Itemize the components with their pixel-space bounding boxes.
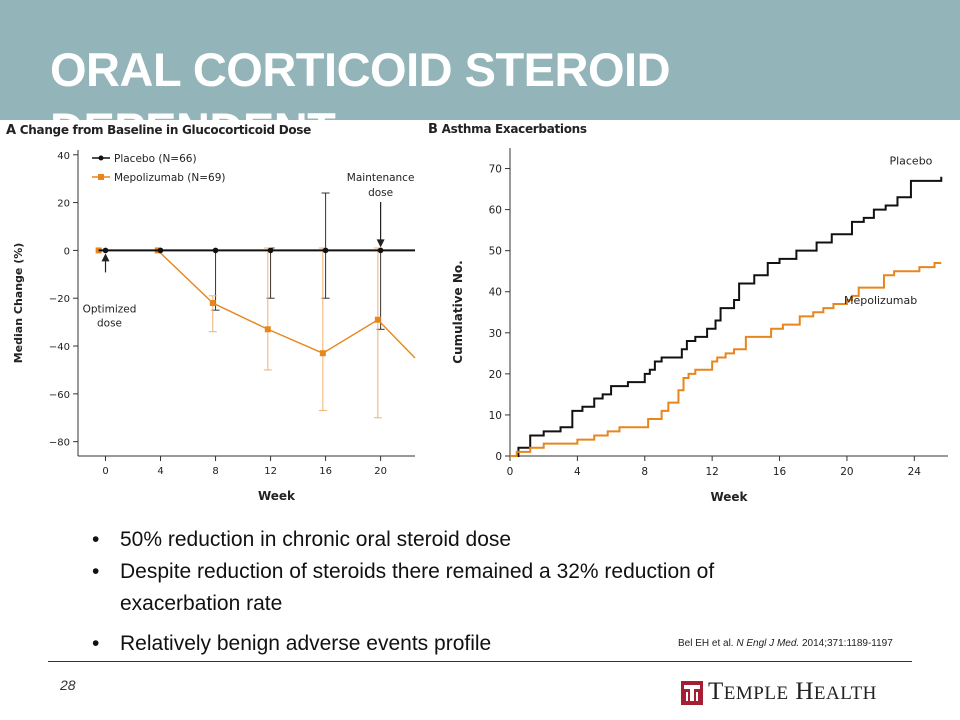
logo-smallcaps: EMPLE — [723, 683, 789, 704]
mepolizumab-point — [264, 326, 271, 333]
x-tick-label: 20 — [374, 466, 387, 477]
x-tick-label: 0 — [507, 466, 514, 478]
panel-b-title-text: Asthma Exacerbations — [441, 122, 587, 136]
mepolizumab-point — [374, 316, 381, 323]
asthma-exacerbations-chart: 0 10 20 30 40 50 60 70 0 4 8 12 16 20 24 Week Cumulative… — [451, 148, 948, 504]
x-tick-label: 8 — [212, 466, 218, 477]
citation-authors: Bel EH et al. — [678, 638, 734, 649]
temple-health-logo: TEMPLE HEALTH — [681, 678, 877, 706]
x-tick-label: 0 — [102, 466, 108, 477]
placebo-point — [102, 247, 109, 254]
placebo-point — [212, 247, 219, 254]
panel-a-title: A Change from Baseline in Glucocorticoid … — [6, 123, 311, 138]
x-tick-label: 16 — [319, 466, 332, 477]
panel-a-title-text: Change from Baseline in Glucocorticoid D… — [19, 123, 312, 137]
mepolizumab-step-line — [510, 261, 942, 457]
placebo-point — [322, 247, 329, 254]
x-tick-label: 12 — [264, 466, 277, 477]
logo-wordmark: TEMPLE HEALTH — [708, 678, 877, 706]
legend-label-mepolizumab: Mepolizumab (N=69) — [114, 172, 225, 184]
y-tick-label: 40 — [57, 151, 70, 162]
y-tick-label: 10 — [489, 410, 502, 422]
annotation-maintenance: Maintenance — [347, 172, 415, 184]
annotation-arrowhead-optimized — [101, 253, 110, 262]
bullet-item: 50% reduction in chronic oral steroid do… — [92, 524, 772, 556]
panel-b-title: B Asthma Exacerbations — [428, 122, 587, 137]
y-tick-label: 20 — [57, 199, 70, 210]
mepolizumab-point — [319, 350, 326, 357]
y-tick-label: 40 — [489, 287, 502, 299]
x-axis-title: Week — [710, 490, 748, 504]
legend-label-placebo: Placebo (N=66) — [114, 153, 197, 165]
annotation-optimized: Optimized — [83, 303, 137, 315]
citation-details: 2014;371:1189-1197 — [801, 638, 893, 649]
y-tick-label: −20 — [49, 294, 70, 305]
series-label-placebo: Placebo — [889, 154, 932, 167]
mepolizumab-line — [98, 249, 416, 359]
x-tick-label: 24 — [908, 466, 922, 478]
x-tick-label: 16 — [773, 466, 787, 478]
placebo-point — [157, 247, 164, 254]
logo-letter: T — [708, 678, 724, 705]
y-tick-label: 20 — [489, 369, 502, 381]
y-tick-label: −40 — [49, 342, 70, 353]
panel-b-letter: B — [428, 122, 438, 137]
bullet-item: Despite reduction of steroids there rema… — [92, 556, 772, 620]
y-tick-label: 0 — [64, 246, 70, 257]
y-tick-label: −60 — [49, 390, 70, 401]
x-tick-label: 4 — [157, 466, 163, 477]
annotation-optimized: dose — [97, 317, 122, 329]
logo-letter: H — [795, 678, 814, 705]
x-tick-label: 12 — [705, 466, 718, 478]
glucocorticoid-dose-chart: 40 20 0 −20 −40 −60 −80 0 4 8 12 16 20 Week Median Cha… — [12, 150, 416, 503]
y-tick-label: 50 — [489, 246, 502, 258]
y-tick-label: 0 — [495, 451, 502, 463]
placebo-point — [267, 247, 274, 254]
y-tick-label: 60 — [489, 205, 502, 217]
mepolizumab-point — [209, 300, 216, 306]
x-tick-label: 4 — [574, 466, 581, 478]
panel-a-letter: A — [6, 123, 16, 138]
x-tick-label: 8 — [641, 466, 648, 478]
y-tick-label: −80 — [49, 438, 70, 449]
citation: Bel EH et al. N Engl J Med. 2014;371:118… — [678, 638, 893, 649]
header-band — [0, 0, 960, 120]
page-number: 28 — [60, 677, 76, 693]
x-axis-title: Week — [258, 489, 296, 503]
series-label-mepolizumab: Mepolizumab — [844, 294, 917, 307]
y-axis-title: Median Change (%) — [12, 243, 25, 364]
y-tick-label: 70 — [489, 164, 502, 176]
placebo-step-line — [510, 176, 943, 457]
legend-marker-placebo — [98, 155, 104, 161]
temple-t-icon — [681, 681, 703, 705]
placebo-point — [377, 247, 384, 254]
annotation-maintenance: dose — [368, 187, 393, 199]
bullet-list: 50% reduction in chronic oral steroid do… — [92, 524, 772, 660]
citation-journal: N Engl J Med. — [736, 638, 800, 649]
bullet-item: Relatively benign adverse events profile — [92, 628, 772, 660]
x-tick-label: 20 — [840, 466, 853, 478]
slide-title: ORAL CORTICOID STEROID DEPENDENT — [50, 43, 671, 156]
y-axis-title: Cumulative No. — [451, 260, 465, 363]
logo-smallcaps: EALTH — [813, 683, 877, 704]
footer-divider — [48, 661, 912, 662]
y-tick-label: 30 — [489, 328, 502, 340]
legend-marker-mepolizumab — [98, 174, 104, 180]
annotation-arrowhead-maintenance — [376, 239, 385, 248]
